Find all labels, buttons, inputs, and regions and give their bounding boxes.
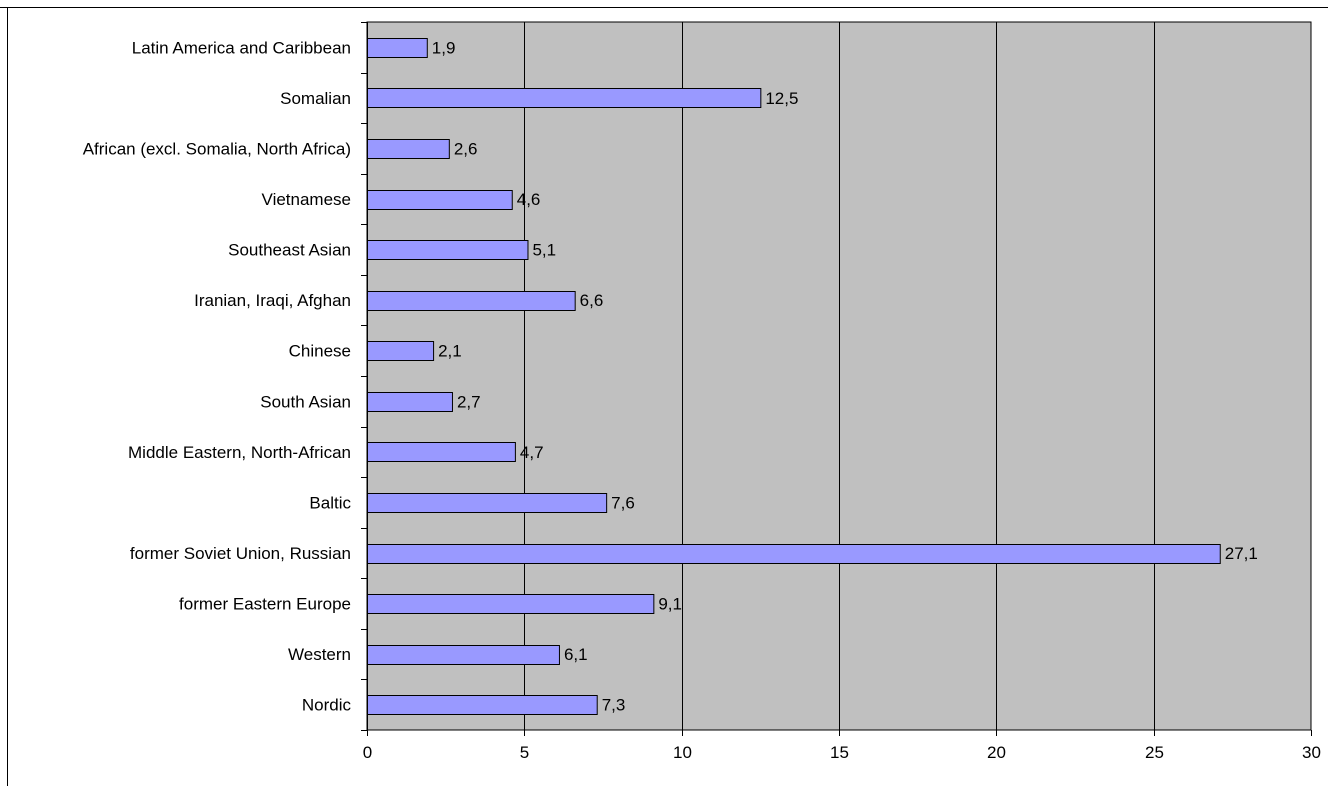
x-tick-label: 25 <box>1145 743 1164 762</box>
category-label: African (excl. Somalia, North Africa) <box>83 139 351 158</box>
x-tick-label: 10 <box>673 743 692 762</box>
gridlines <box>524 22 1155 730</box>
value-label: 5,1 <box>532 241 556 260</box>
x-tick-label: 0 <box>363 743 372 762</box>
category-label: South Asian <box>260 392 351 411</box>
category-label: Western <box>288 645 351 664</box>
category-label: Baltic <box>309 493 351 512</box>
x-tick-label: 20 <box>987 743 1006 762</box>
category-label: Chinese <box>289 342 351 361</box>
category-label: former Eastern Europe <box>179 595 351 614</box>
value-label: 7,6 <box>611 493 635 512</box>
bar <box>367 442 516 462</box>
labels: 0 5 10 15 20 25 30 Latin America and Caribbean 1… <box>83 38 1321 762</box>
value-label: 9,1 <box>658 595 682 614</box>
bar <box>367 240 529 260</box>
value-label: 7,3 <box>602 696 626 715</box>
bar <box>367 695 598 715</box>
bar <box>367 291 576 311</box>
bar <box>367 38 428 58</box>
bar <box>367 594 655 614</box>
value-label: 12,5 <box>765 89 798 108</box>
bar <box>367 341 435 361</box>
bar <box>367 544 1221 564</box>
axes <box>361 22 1312 736</box>
bar <box>367 493 608 513</box>
x-tick-label: 30 <box>1302 743 1321 762</box>
value-label: 2,1 <box>438 342 462 361</box>
value-label: 2,7 <box>457 392 481 411</box>
value-label: 6,6 <box>580 291 604 310</box>
value-label: 27,1 <box>1225 544 1258 563</box>
x-tick-label: 15 <box>830 743 849 762</box>
category-label: former Soviet Union, Russian <box>130 544 351 563</box>
x-tick-label: 5 <box>520 743 529 762</box>
value-label: 4,7 <box>520 443 544 462</box>
category-label: Somalian <box>280 89 351 108</box>
value-label: 6,1 <box>564 645 588 664</box>
category-label: Southeast Asian <box>228 241 351 260</box>
bar <box>367 139 450 159</box>
value-label: 1,9 <box>432 38 456 57</box>
category-label: Nordic <box>302 696 352 715</box>
category-label: Middle Eastern, North-African <box>128 443 351 462</box>
value-label: 2,6 <box>454 139 478 158</box>
bar <box>367 88 762 108</box>
bar <box>367 190 513 210</box>
category-label: Vietnamese <box>262 190 351 209</box>
bar <box>367 392 453 412</box>
bars <box>367 38 1221 715</box>
category-label: Iranian, Iraqi, Afghan <box>194 291 351 310</box>
bar <box>367 645 560 665</box>
category-label: Latin America and Caribbean <box>132 38 351 57</box>
value-label: 4,6 <box>517 190 541 209</box>
